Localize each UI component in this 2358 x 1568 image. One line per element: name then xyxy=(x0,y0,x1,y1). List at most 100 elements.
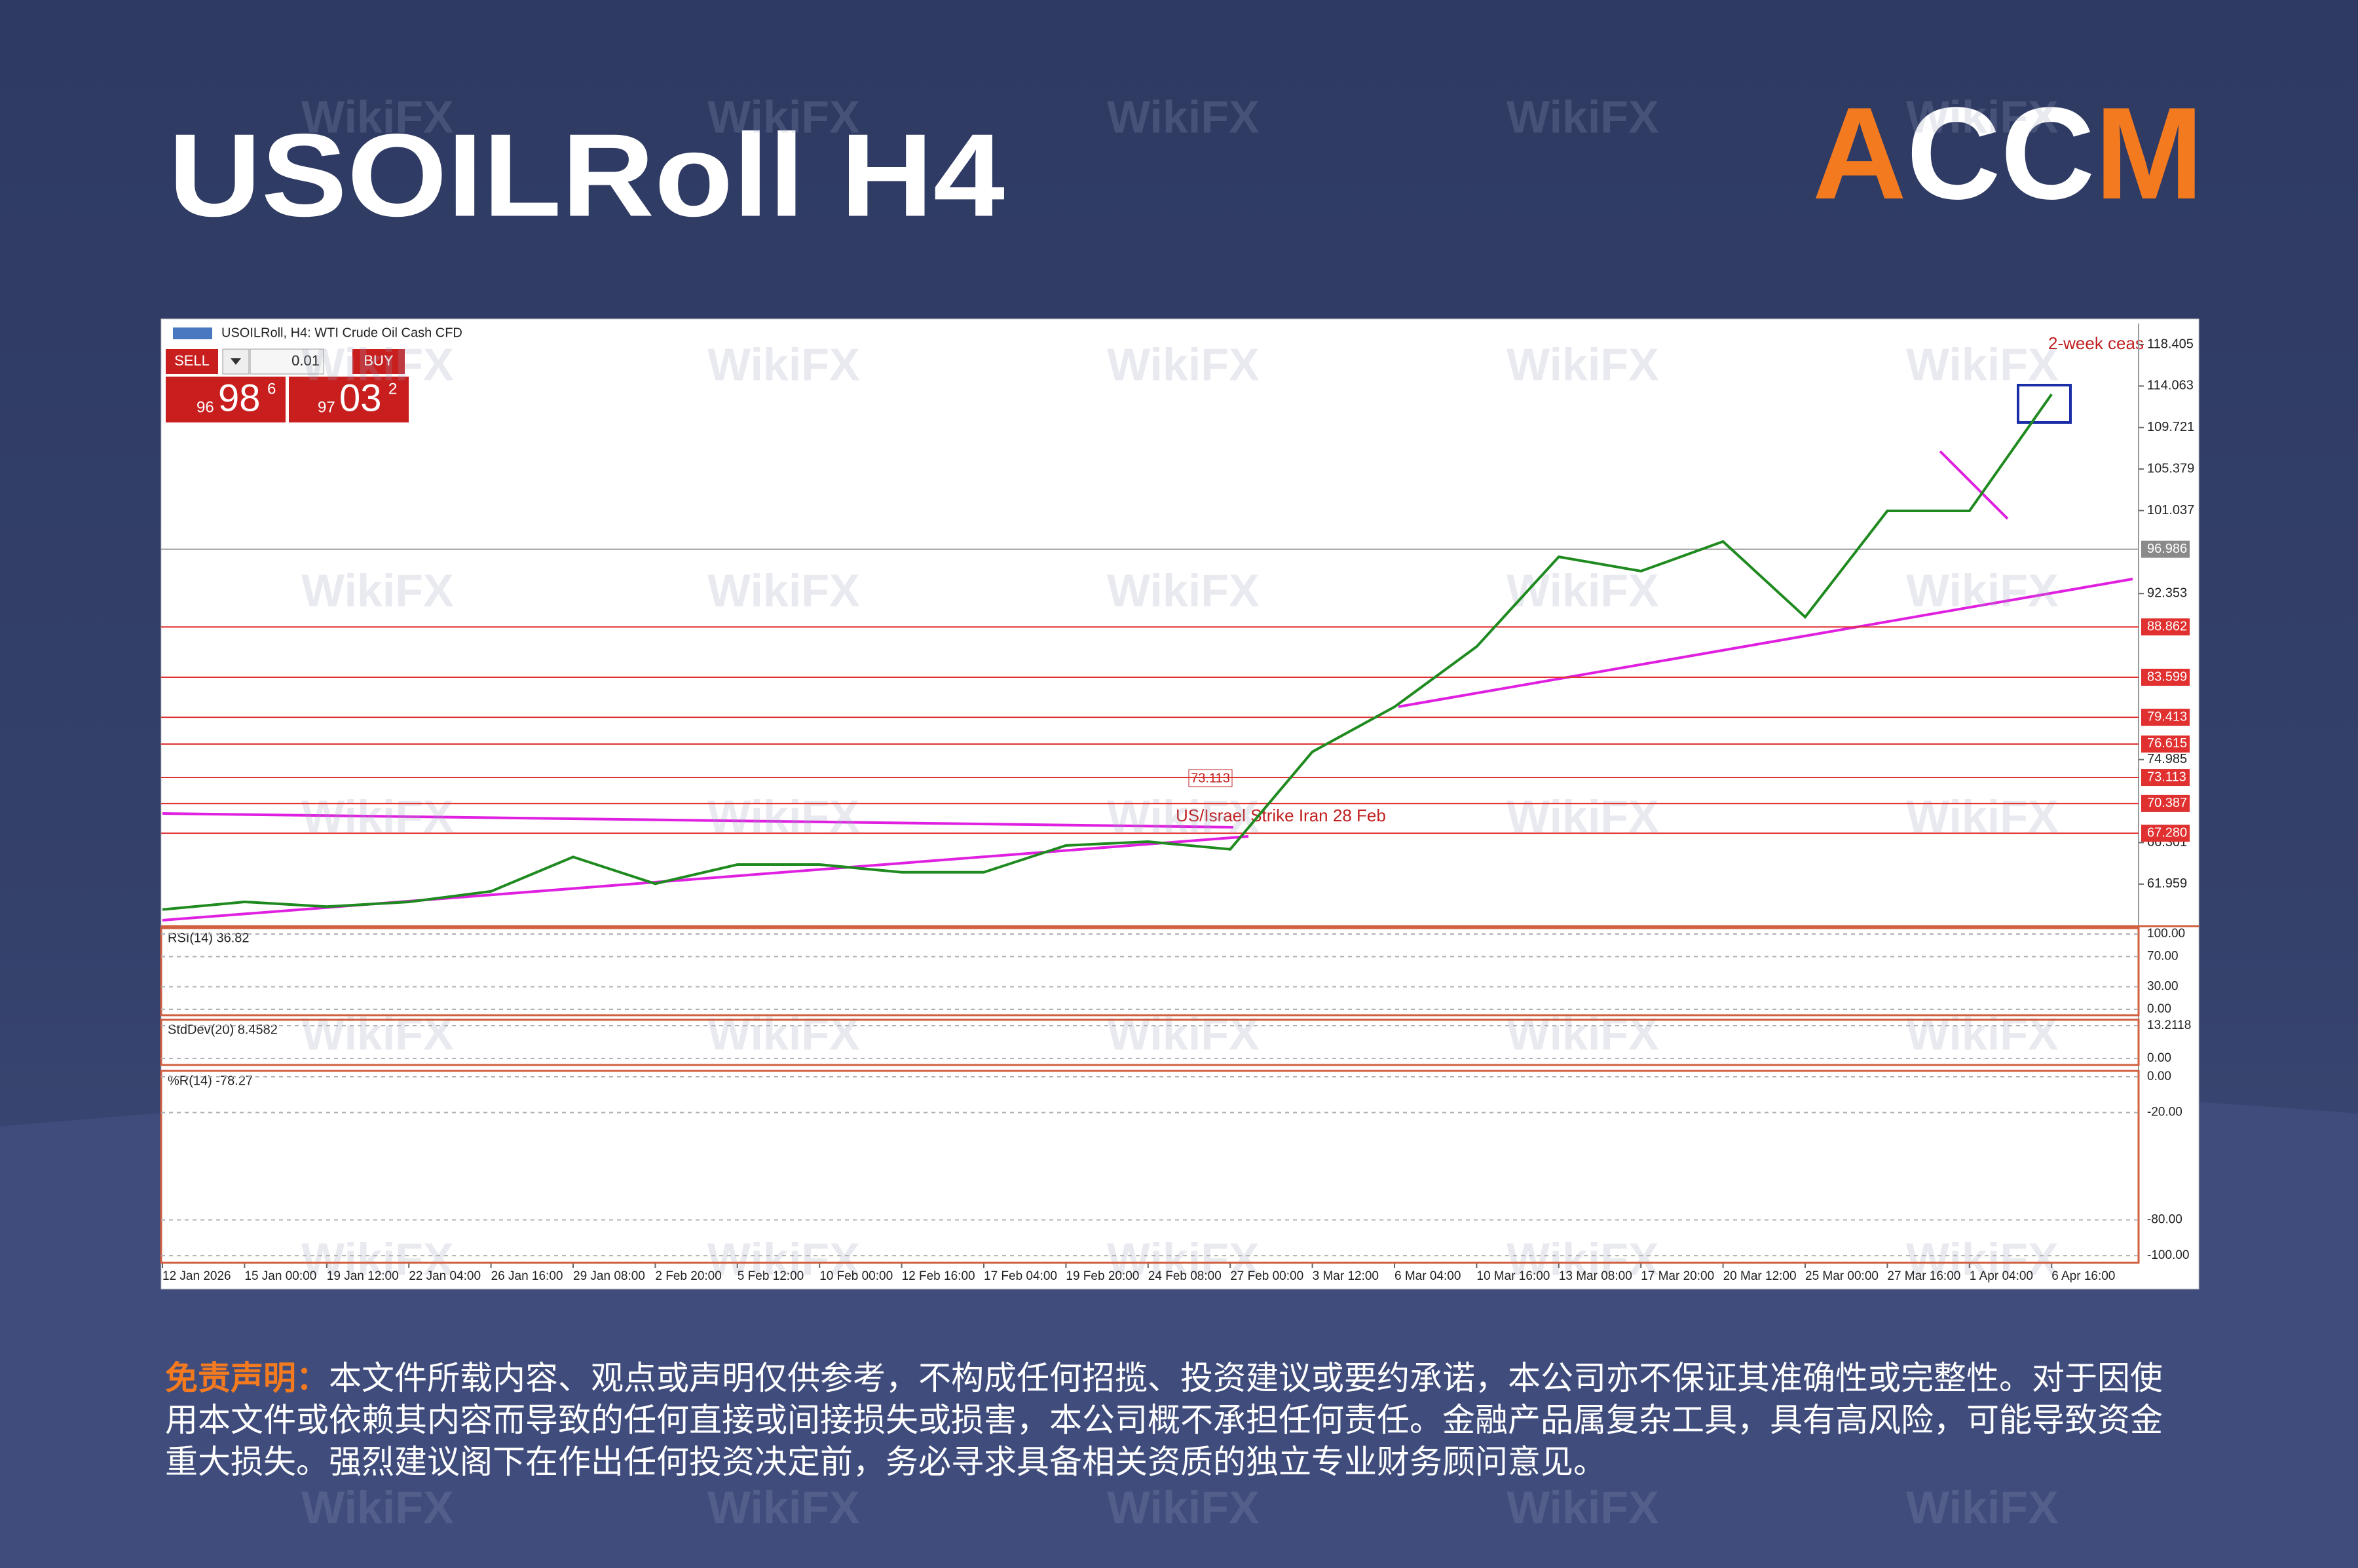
highlight-box xyxy=(2017,384,2072,424)
watermark: WikiFX xyxy=(1107,91,1260,142)
sell-price-main: 98 xyxy=(218,377,261,419)
sell-price-sup: 6 xyxy=(267,380,276,398)
watermark: WikiFX xyxy=(1107,565,1260,616)
watermark: WikiFX xyxy=(707,791,860,842)
x-tick-label: 27 Mar 16:00 xyxy=(1887,1269,1960,1283)
watermark: WikiFX xyxy=(1506,791,1659,842)
indicator-panel xyxy=(160,1018,2140,1066)
level-tag xyxy=(2141,769,2190,787)
buy-button[interactable] xyxy=(352,349,405,374)
level-tag xyxy=(2141,794,2190,812)
x-tick-label: 17 Feb 04:00 xyxy=(984,1269,1057,1283)
watermark: WikiFX xyxy=(1506,1008,1659,1059)
watermark: WikiFX xyxy=(707,1008,860,1059)
disclaimer: 免责声明：本文件所载内容、观点或声明仅供参考，不构成任何招揽、投资建议或要约承诺… xyxy=(165,1357,2182,1483)
lot-value: 0.01 xyxy=(291,352,320,369)
level-label: 70.387 xyxy=(2147,796,2187,810)
y-tick-label: -20.00 xyxy=(2147,1106,2182,1119)
watermark: WikiFX xyxy=(1906,1008,2059,1059)
x-tick-label: 2 Feb 20:00 xyxy=(655,1269,721,1283)
watermark: WikiFX xyxy=(707,1233,860,1284)
x-tick-label: 1 Apr 04:00 xyxy=(1970,1269,2033,1283)
y-tick-label: 100.00 xyxy=(2147,927,2185,941)
dropdown-arrow xyxy=(231,358,241,365)
watermark: WikiFX xyxy=(1107,1008,1260,1059)
watermark: WikiFX xyxy=(301,791,454,842)
indicator-panel xyxy=(160,1070,2140,1264)
level-label: 88.862 xyxy=(2147,619,2187,633)
y-tick-label: -100.00 xyxy=(2147,1248,2189,1262)
logo-letter: C xyxy=(1907,81,2001,227)
x-tick-label: 27 Feb 00:00 xyxy=(1230,1269,1303,1283)
level-tag xyxy=(2141,669,2190,686)
watermark: WikiFX xyxy=(301,91,454,142)
y-tick-label: 0.00 xyxy=(2147,1051,2171,1065)
x-tick-label: 25 Mar 00:00 xyxy=(1805,1269,1879,1283)
trendline xyxy=(1939,450,2009,520)
price-line xyxy=(162,393,2053,911)
watermark: WikiFX xyxy=(1906,91,2059,142)
y-tick-label: 70.00 xyxy=(2147,950,2179,963)
y-tick-label: 0.00 xyxy=(2147,1070,2171,1083)
sell-button[interactable] xyxy=(166,349,218,374)
y-tick-label: 61.959 xyxy=(2147,876,2187,891)
watermark: WikiFX xyxy=(301,1482,454,1533)
sell-price-prefix: 96 xyxy=(196,398,214,416)
indicator-label: %R(14) -78.27 xyxy=(168,1073,253,1088)
chart-subtitle: USOILRoll, H4: WTI Crude Oil Cash CFD xyxy=(221,326,462,340)
slide-title: USOILRoll H4 xyxy=(168,110,1005,242)
buy-price-main: 03 xyxy=(339,377,382,419)
level-tag xyxy=(2141,735,2190,753)
level-tag xyxy=(2141,825,2190,842)
buy-price-sup: 2 xyxy=(388,380,397,398)
annotation: 73.113 xyxy=(1191,771,1230,785)
y-tick-label: 0.00 xyxy=(2147,1002,2171,1016)
watermark: WikiFX xyxy=(707,1482,860,1533)
watermark: WikiFX xyxy=(1906,339,2059,390)
watermark: WikiFX xyxy=(301,339,454,390)
level-label: 73.113 xyxy=(2147,770,2186,784)
x-tick-label: 29 Jan 08:00 xyxy=(573,1269,645,1283)
disclaimer-text: 本文件所载内容、观点或声明仅供参考，不构成任何招揽、投资建议或要约承诺，本公司亦… xyxy=(165,1360,2163,1480)
x-tick-label: 12 Feb 16:00 xyxy=(902,1269,975,1283)
current-price-label: 96.986 xyxy=(2147,542,2187,556)
x-tick-label: 19 Feb 20:00 xyxy=(1066,1269,1139,1283)
level-label: 79.413 xyxy=(2147,709,2187,724)
x-tick-label: 10 Feb 00:00 xyxy=(819,1269,893,1283)
watermark: WikiFX xyxy=(301,1008,454,1059)
y-tick-label: 92.353 xyxy=(2147,586,2187,601)
toolbar-icon xyxy=(173,327,212,339)
y-tick-label: 101.037 xyxy=(2147,503,2194,517)
watermark: WikiFX xyxy=(1107,1233,1260,1284)
logo-letter: C xyxy=(2000,81,2095,227)
indicator-panel xyxy=(160,927,2140,1017)
x-tick-label: 3 Mar 12:00 xyxy=(1313,1269,1379,1283)
watermark: WikiFX xyxy=(707,565,860,616)
y-tick-label: 13.2118 xyxy=(2147,1018,2191,1032)
buy-price-box[interactable] xyxy=(289,377,409,422)
annotation: US/Israel Strike Iran 28 Feb xyxy=(1176,806,1386,825)
watermark: WikiFX xyxy=(1107,1482,1260,1533)
x-tick-label: 5 Feb 12:00 xyxy=(738,1269,804,1283)
watermark: WikiFX xyxy=(1506,339,1659,390)
level-tag xyxy=(2141,618,2190,636)
buy-price-prefix: 97 xyxy=(318,398,335,416)
watermark: WikiFX xyxy=(1906,1233,2059,1284)
x-tick-label: 15 Jan 00:00 xyxy=(244,1269,316,1283)
trade-panel: SELL 0.01 BUY 96 98 6 97 03 2 xyxy=(166,348,409,422)
trendline xyxy=(1398,578,2133,708)
watermark: WikiFX xyxy=(1506,1482,1659,1533)
lot-field[interactable] xyxy=(250,348,324,375)
watermark: WikiFX xyxy=(301,565,454,616)
sell-price-box[interactable] xyxy=(166,377,286,422)
sell-label: SELL xyxy=(174,352,210,369)
y-tick-label: 74.985 xyxy=(2147,752,2187,766)
watermark: WikiFX xyxy=(1906,791,2059,842)
trendline xyxy=(162,812,1234,829)
buy-label: BUY xyxy=(364,352,394,369)
x-tick-label: 19 Jan 12:00 xyxy=(327,1269,399,1283)
y-tick-label: -80.00 xyxy=(2147,1212,2182,1226)
x-tick-label: 6 Apr 16:00 xyxy=(2051,1269,2115,1283)
level-label: 76.615 xyxy=(2147,736,2187,751)
